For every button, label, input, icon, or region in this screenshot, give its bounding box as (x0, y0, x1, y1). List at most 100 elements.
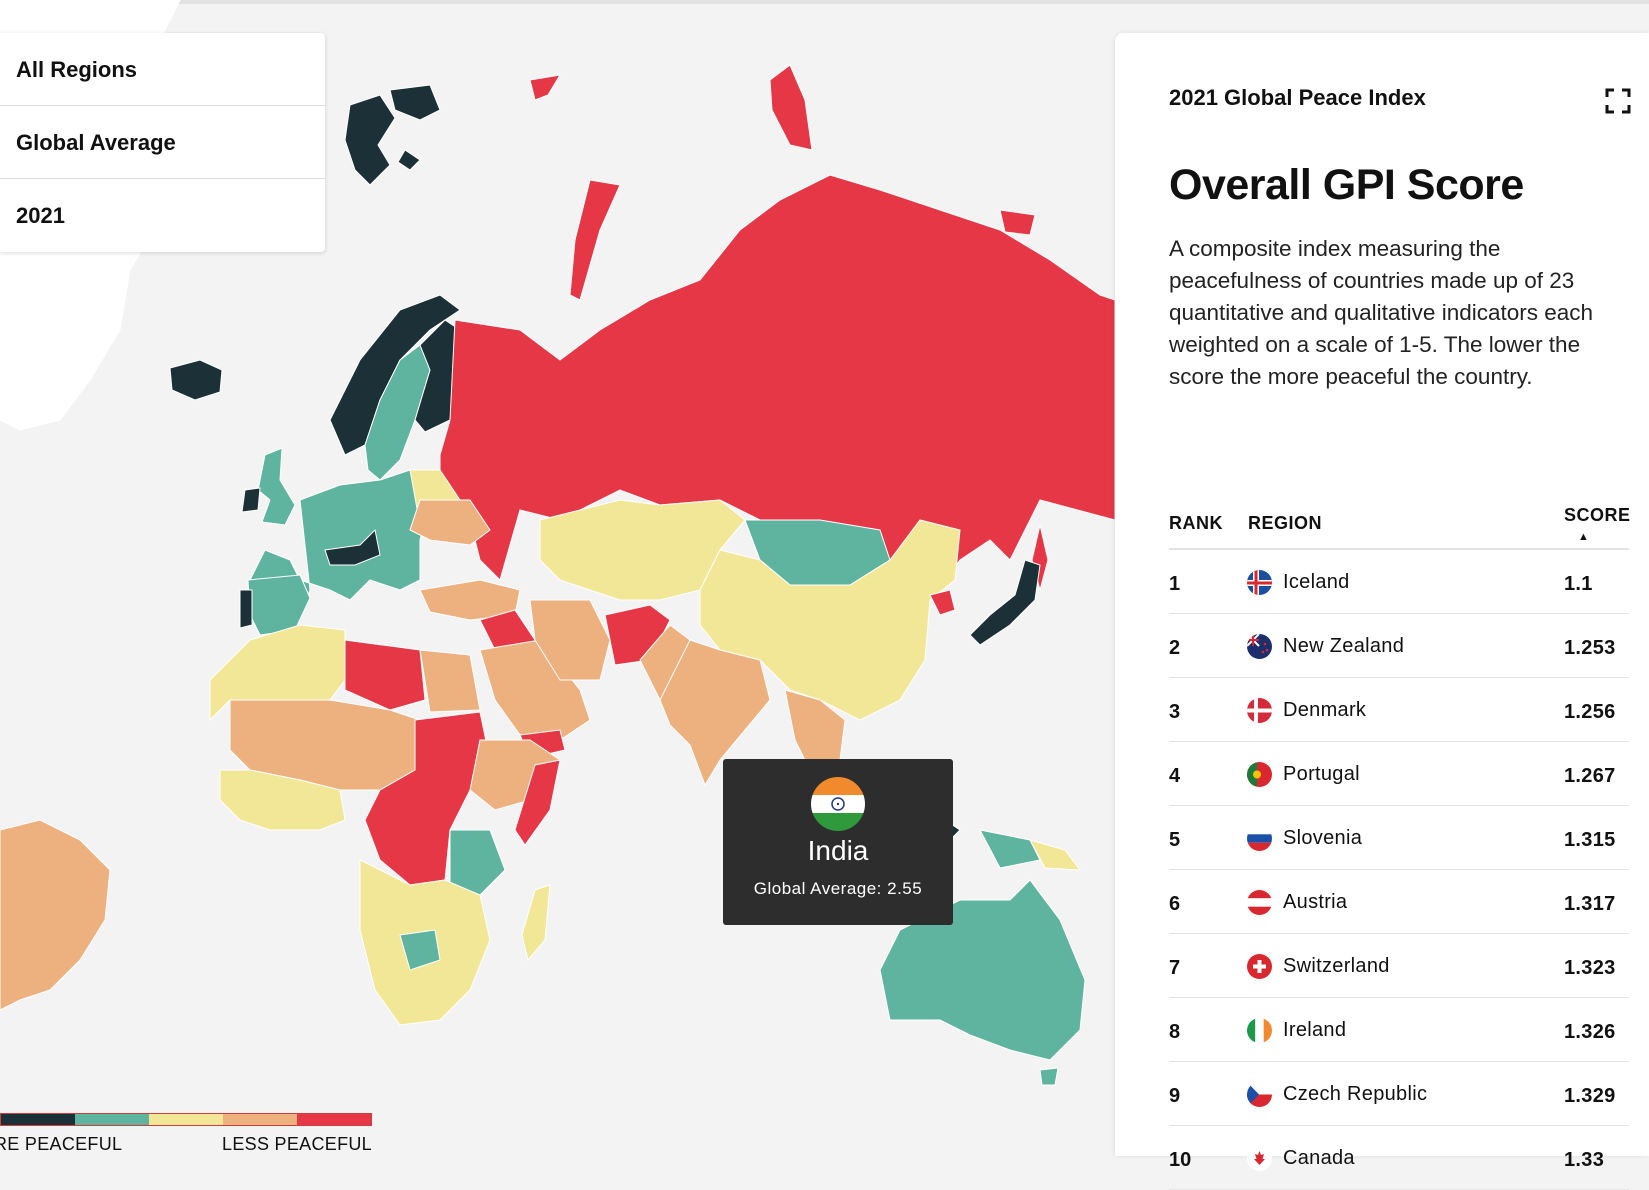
legend-swatch-less (223, 1114, 297, 1125)
row-region: Slovenia (1283, 827, 1363, 849)
region-svalbard[interactable] (344, 84, 441, 186)
region-west-africa[interactable] (219, 769, 346, 831)
row-rank: 6 (1169, 893, 1181, 915)
tooltip-global-average: Global Average: 2.55 (753, 879, 923, 898)
row-region: Ireland (1283, 1019, 1347, 1041)
region-south-america[interactable] (0, 819, 111, 1011)
table-row[interactable]: 6 Austria 1.317 (1169, 870, 1629, 934)
row-score: 1.329 (1564, 1085, 1616, 1107)
color-legend: RE PEACEFUL LESS PEACEFUL (0, 1113, 372, 1156)
legend-color-bar (0, 1113, 372, 1126)
legend-right-label: LESS PEACEFUL (222, 1134, 372, 1154)
region-madagascar[interactable] (521, 884, 551, 962)
row-rank: 2 (1169, 637, 1181, 659)
table-body: 1 Iceland 1.1 2 New Zealand 1.253 3 Denmark 1.25… (1169, 550, 1629, 1190)
filter-panel: All Regions Global Average 2021 (0, 33, 325, 252)
region-portugal[interactable] (239, 589, 253, 629)
world-map[interactable] (0, 0, 1649, 1156)
ranking-panel: 2021 Global Peace Index Overall GPI Scor… (1115, 33, 1649, 1190)
row-region: Austria (1283, 891, 1348, 913)
region-novaya-zemlya[interactable] (529, 74, 621, 301)
region-russia[interactable] (439, 64, 1116, 601)
row-rank: 7 (1169, 957, 1181, 979)
row-region: Switzerland (1283, 955, 1390, 977)
region-east-africa[interactable] (449, 829, 506, 896)
row-score: 1.323 (1564, 957, 1616, 979)
ireland-flag-icon (1247, 1018, 1272, 1043)
region-filter[interactable]: All Regions (0, 33, 325, 106)
row-score: 1.326 (1564, 1021, 1616, 1043)
portugal-flag-icon (1247, 762, 1272, 787)
region-uk[interactable] (257, 447, 296, 526)
panel-title: 2021 Global Peace Index (1169, 85, 1426, 110)
region-libya[interactable] (344, 639, 426, 711)
ranking-table: RANK REGION SCORE ▲ 1 Iceland 1.1 2 New Zeal… (1169, 463, 1631, 1190)
row-score: 1.1 (1564, 573, 1593, 595)
row-score: 1.256 (1564, 701, 1616, 723)
region-iran[interactable] (529, 599, 611, 681)
row-score: 1.253 (1564, 637, 1616, 659)
region-papua[interactable] (979, 829, 1041, 869)
slovenia-flag-icon (1247, 826, 1272, 851)
row-region: New Zealand (1283, 635, 1405, 657)
sort-arrow-icon: ▲ (1578, 531, 1590, 543)
row-region: Canada (1283, 1147, 1355, 1169)
region-png[interactable] (1029, 839, 1082, 871)
region-ukraine[interactable] (409, 499, 491, 546)
newzealand-flag-icon (1247, 634, 1272, 659)
region-somalia[interactable] (514, 759, 561, 846)
row-region: Czech Republic (1283, 1083, 1428, 1105)
region-ireland[interactable] (241, 487, 261, 513)
region-japan[interactable] (969, 559, 1041, 646)
table-row[interactable]: 5 Slovenia 1.315 (1169, 806, 1629, 870)
czech-flag-icon (1247, 1082, 1272, 1107)
legend-swatch-peaceful (75, 1114, 149, 1125)
table-row[interactable]: 4 Portugal 1.267 (1169, 742, 1629, 806)
table-row[interactable]: 2 New Zealand 1.253 (1169, 614, 1629, 678)
measure-filter[interactable]: Global Average (0, 106, 325, 179)
denmark-flag-icon (1247, 698, 1272, 723)
table-row[interactable]: 3 Denmark 1.256 (1169, 678, 1629, 742)
region-egypt[interactable] (419, 649, 481, 713)
legend-swatch-mid (149, 1114, 223, 1125)
iceland-flag-icon (1247, 570, 1272, 595)
legend-swatch-least (297, 1114, 371, 1125)
row-rank: 9 (1169, 1085, 1181, 1107)
region-north-africa[interactable] (209, 624, 346, 722)
column-header-region[interactable]: REGION (1248, 513, 1323, 533)
table-row[interactable]: 9 Czech Republic 1.329 (1169, 1062, 1629, 1126)
switzerland-flag-icon (1247, 954, 1272, 979)
row-rank: 5 (1169, 829, 1181, 851)
region-alps[interactable] (324, 528, 381, 566)
canada-flag-icon (1247, 1146, 1272, 1171)
table-row[interactable]: 8 Ireland 1.326 (1169, 998, 1629, 1062)
india-flag-icon (811, 777, 865, 831)
country-tooltip: India Global Average: 2.55 (723, 759, 953, 925)
panel-description: A composite index measuring the peaceful… (1169, 236, 1594, 389)
fullscreen-icon[interactable] (1605, 88, 1631, 114)
tooltip-country-name: India (807, 835, 869, 866)
row-region: Portugal (1283, 763, 1360, 785)
table-header: RANK REGION SCORE ▲ (1169, 463, 1631, 550)
table-row[interactable]: 7 Switzerland 1.323 (1169, 934, 1629, 998)
row-region: Denmark (1283, 699, 1367, 721)
row-rank: 1 (1169, 573, 1181, 595)
region-norway[interactable] (329, 294, 461, 456)
panel-heading: Overall GPI Score (1169, 161, 1524, 209)
region-india[interactable] (659, 639, 771, 787)
top-border (0, 0, 1649, 4)
region-tasmania[interactable] (1039, 1067, 1059, 1086)
column-header-rank[interactable]: RANK (1169, 513, 1223, 533)
table-row[interactable]: 1 Iceland 1.1 (1169, 550, 1629, 614)
row-score: 1.317 (1564, 893, 1616, 915)
column-header-score[interactable]: SCORE (1564, 505, 1631, 525)
legend-left-label: RE PEACEFUL (0, 1134, 123, 1154)
region-korea[interactable] (929, 589, 956, 616)
region-iceland[interactable] (169, 359, 223, 401)
region-australia[interactable] (879, 879, 1086, 1061)
region-botswana[interactable] (399, 929, 441, 971)
year-filter[interactable]: 2021 (16, 203, 65, 228)
table-row[interactable]: 10 Canada 1.33 (1169, 1126, 1629, 1190)
austria-flag-icon (1247, 890, 1272, 915)
row-rank: 4 (1169, 765, 1181, 787)
